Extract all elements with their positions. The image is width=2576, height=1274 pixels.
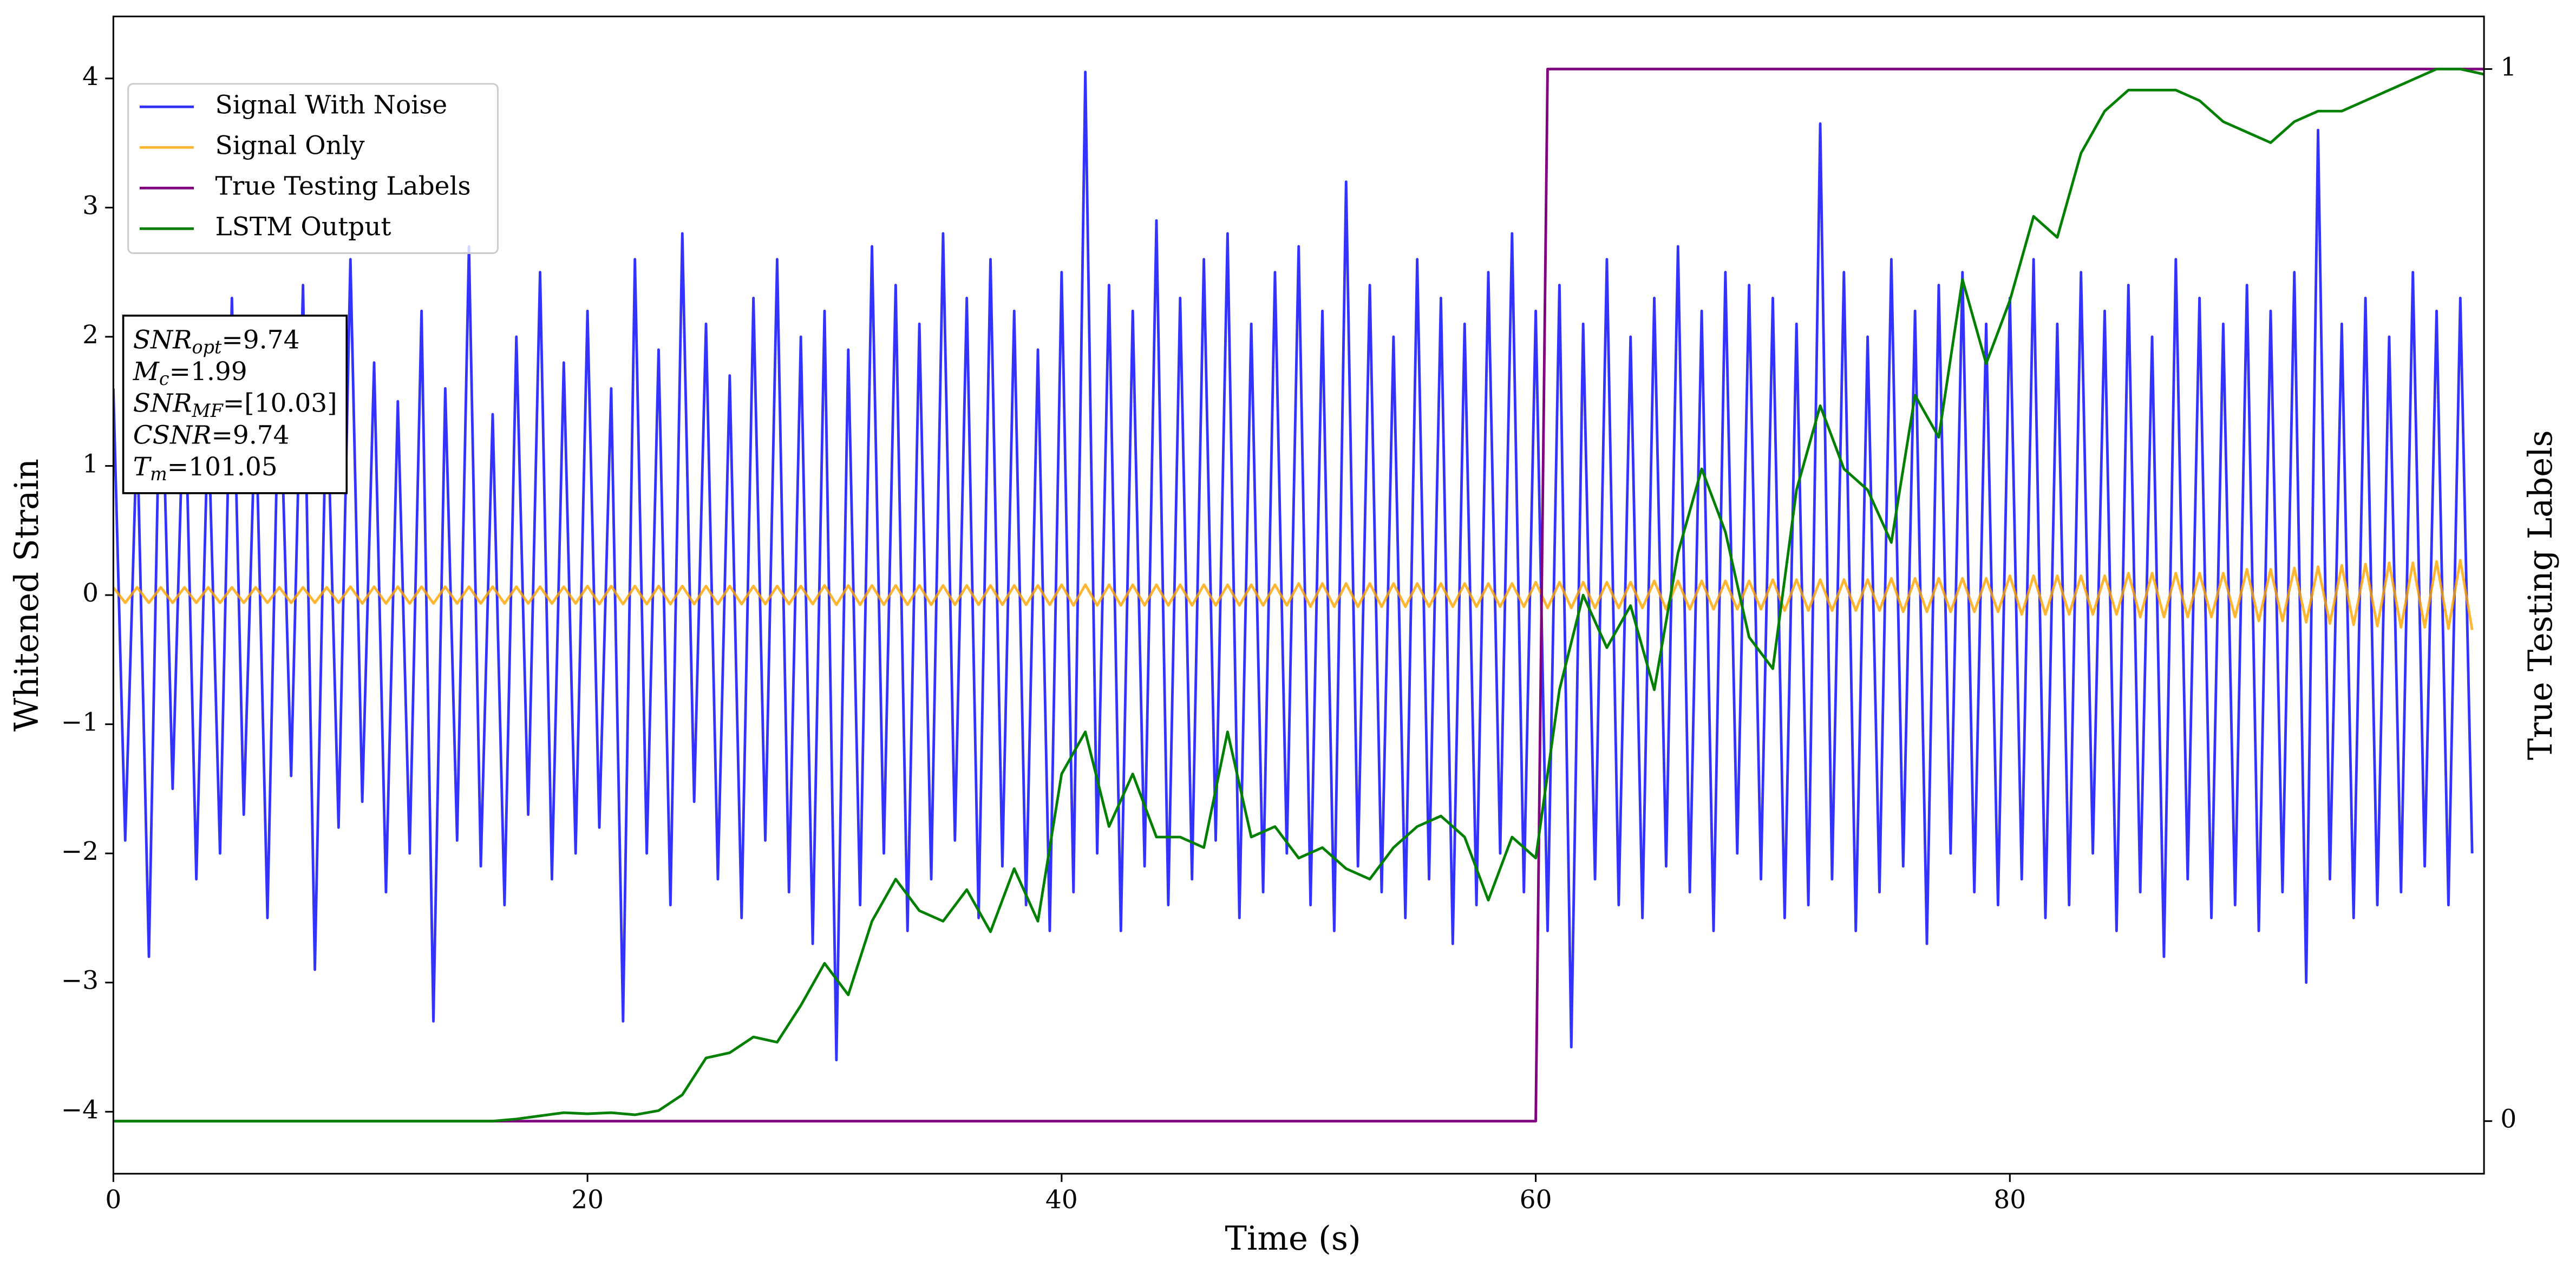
info-subscript: c (159, 368, 169, 389)
info-symbol: CSNR (133, 420, 212, 450)
y-tick-label: 4 (82, 62, 99, 92)
info-line: CSNR=9.74 (133, 420, 290, 450)
info-line: SNRMF=[10.03] (133, 389, 337, 421)
x-tick-label: 20 (571, 1185, 604, 1214)
series-line (113, 68, 2485, 1123)
y2-tick-label: 0 (2500, 1105, 2516, 1134)
x-tick-label: 40 (1045, 1185, 1078, 1214)
info-value: =9.74 (212, 420, 290, 450)
y-tick-label: 3 (82, 191, 99, 220)
info-symbol: SNR (133, 325, 192, 355)
x-axis-label: Time (s) (1225, 1220, 1361, 1258)
info-value: =[10.03] (223, 389, 337, 419)
info-subscript: m (150, 463, 167, 485)
x-tick-label: 60 (1520, 1185, 1552, 1214)
info-symbol: T (133, 452, 152, 482)
info-value: =9.74 (221, 325, 299, 355)
info-subscript: MF (192, 400, 224, 421)
info-line: SNRopt=9.74 (133, 325, 300, 358)
x-tick-label: 0 (105, 1185, 121, 1214)
y-tick-label: 1 (82, 449, 99, 479)
y-tick-label: −3 (61, 966, 99, 996)
y-tick-label: 2 (82, 320, 99, 350)
legend-label: LSTM Output (215, 212, 391, 241)
y-tick-label: −1 (61, 708, 99, 737)
info-subscript: opt (192, 337, 222, 358)
y2-axis-label: True Testing Labels (2522, 430, 2560, 760)
y-tick-label: 0 (82, 578, 99, 608)
legend-label: True Testing Labels (215, 171, 471, 201)
legend-label: Signal With Noise (215, 90, 448, 120)
legend: Signal With Noise Signal Only True Testing… (127, 83, 499, 254)
info-line: Tm=101.05 (133, 452, 278, 485)
y-tick-label: −4 (61, 1095, 99, 1125)
y-axis-label: Whitened Strain (8, 459, 46, 731)
legend-box (127, 83, 499, 254)
info-box (122, 315, 348, 494)
series-line (113, 70, 2474, 1062)
series-line (113, 559, 2474, 630)
legend-label: Signal Only (215, 130, 365, 160)
x-tick-label: 80 (1993, 1185, 2026, 1214)
y-tick-label: −2 (61, 837, 99, 866)
info-symbol: SNR (133, 389, 192, 419)
info-symbol: M (133, 357, 160, 387)
info-value: =1.99 (169, 357, 247, 387)
y2-tick-label: 1 (2500, 53, 2516, 82)
series-line (113, 68, 2485, 1123)
info-value: =101.05 (167, 452, 278, 482)
info-line: Mc=1.99 (133, 357, 247, 389)
